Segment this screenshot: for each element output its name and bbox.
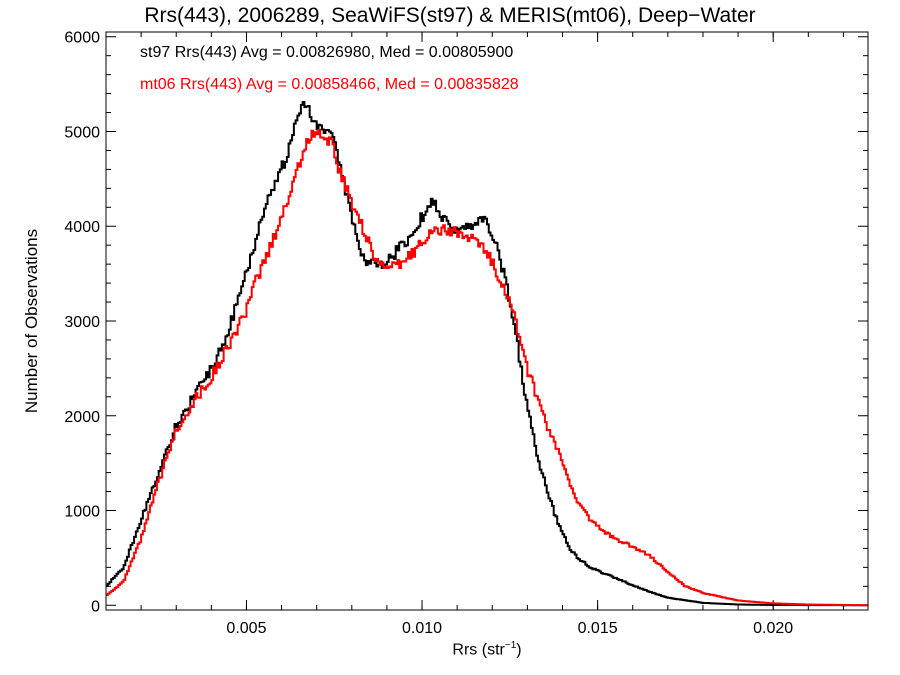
plot-frame bbox=[105, 31, 869, 611]
chart-title: Rrs(443), 2006289, SeaWiFS(st97) & MERIS… bbox=[144, 4, 756, 27]
series-line-mt06 bbox=[106, 128, 868, 607]
y-tick-label: 1000 bbox=[64, 504, 100, 521]
x-tick-label: 0.015 bbox=[578, 620, 618, 637]
x-axis-label: Rrs (str−1) bbox=[452, 640, 522, 659]
y-tick-label: 5000 bbox=[64, 124, 100, 141]
x-tick-label: 0.020 bbox=[753, 620, 793, 637]
y-axis-label: Number of Observations bbox=[22, 228, 41, 414]
axis-ticks: 0.005 0.010 0.015 0.020 0 1000 2000 3000 4000 500… bbox=[64, 30, 868, 637]
series-line-st97 bbox=[106, 101, 868, 607]
y-tick-label: 6000 bbox=[64, 30, 100, 47]
y-tick-label: 0 bbox=[91, 598, 100, 615]
legend-st97: st97 Rrs(443) Avg = 0.00826980, Med = 0.… bbox=[140, 44, 514, 61]
y-tick-label: 2000 bbox=[64, 409, 100, 426]
series-lines bbox=[106, 101, 868, 607]
x-tick-label: 0.005 bbox=[226, 620, 266, 637]
x-tick-label: 0.010 bbox=[402, 620, 442, 637]
y-tick-label: 3000 bbox=[64, 314, 100, 331]
legend-mt06: mt06 Rrs(443) Avg = 0.00858466, Med = 0.… bbox=[140, 76, 519, 93]
y-tick-label: 4000 bbox=[64, 219, 100, 236]
